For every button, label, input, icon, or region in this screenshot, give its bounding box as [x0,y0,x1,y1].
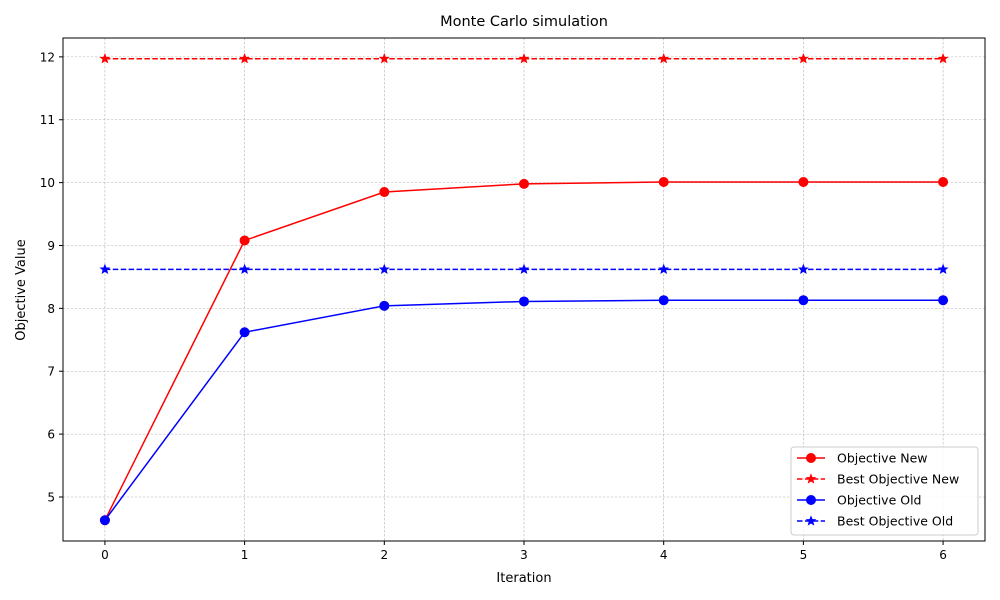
data-point [519,296,530,307]
legend-label: Objective Old [837,493,922,508]
x-tick-label: 0 [101,548,109,562]
data-point [518,53,530,64]
data-point [99,53,111,64]
data-point [239,53,251,64]
data-point [798,295,809,306]
data-point [378,263,390,274]
x-tick-label: 6 [939,548,947,562]
data-point [99,263,111,274]
y-tick-label: 12 [40,50,55,64]
data-point [797,53,809,64]
data-point [937,263,949,274]
legend-marker [806,452,817,463]
data-point [938,176,949,187]
y-axis-label: Objective Value [14,239,29,340]
legend-marker [805,473,817,484]
legend-marker [805,515,817,526]
data-point [658,53,670,64]
data-point [239,327,250,338]
data-point [379,187,390,198]
data-point [798,176,809,187]
y-tick-label: 5 [47,490,55,504]
data-point [797,263,809,274]
data-point [518,263,530,274]
y-tick-label: 9 [47,239,55,253]
data-point [239,235,250,246]
legend-box [790,446,979,536]
data-point [658,263,670,274]
data-point [379,300,390,311]
x-tick-label: 2 [380,548,388,562]
x-tick-label: 4 [660,548,668,562]
legend-label: Best Objective Old [837,514,953,529]
series-best-objective-old [99,263,949,274]
data-point [937,53,949,64]
data-point [239,263,251,274]
x-tick-label: 3 [520,548,528,562]
y-tick-label: 10 [40,176,55,190]
series-best-objective-new [99,53,949,64]
y-tick-label: 11 [40,113,55,127]
data-point [519,178,530,189]
y-tick-label: 8 [47,302,55,316]
data-point [99,515,110,526]
data-point [938,295,949,306]
legend-label: Best Objective New [837,472,959,487]
data-point [378,53,390,64]
legend-marker [806,494,817,505]
legend-label: Objective New [837,451,928,466]
data-point [658,295,669,306]
chart-title: Monte Carlo simulation [440,14,608,30]
x-axis-label: Iteration [496,571,551,586]
y-tick-label: 7 [47,365,55,379]
legend: Objective New Best Objective New Objective… [790,446,979,536]
data-point [658,176,669,187]
x-tick-label: 1 [241,548,249,562]
series-objective-old [99,295,949,526]
series-layer [99,53,949,526]
x-tick-label: 5 [800,548,808,562]
y-tick-label: 6 [47,428,55,442]
